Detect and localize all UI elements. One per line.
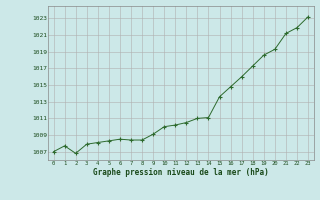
X-axis label: Graphe pression niveau de la mer (hPa): Graphe pression niveau de la mer (hPa) xyxy=(93,168,269,177)
